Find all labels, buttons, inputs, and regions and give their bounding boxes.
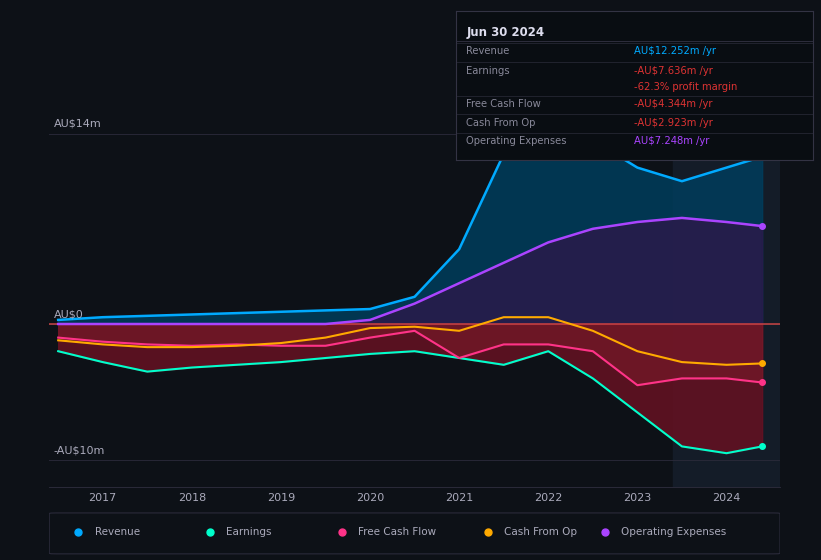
Text: Operating Expenses: Operating Expenses [466,136,566,146]
Text: AU$14m: AU$14m [53,119,102,129]
Text: -AU$10m: -AU$10m [53,445,105,455]
Text: AU$7.248m /yr: AU$7.248m /yr [635,136,709,146]
Text: -AU$7.636m /yr: -AU$7.636m /yr [635,66,713,76]
Text: Free Cash Flow: Free Cash Flow [466,99,541,109]
Text: -AU$4.344m /yr: -AU$4.344m /yr [635,99,713,109]
Text: AU$0: AU$0 [53,309,84,319]
Text: AU$12.252m /yr: AU$12.252m /yr [635,46,716,56]
Text: Operating Expenses: Operating Expenses [621,528,726,538]
Text: Revenue: Revenue [466,46,510,56]
FancyBboxPatch shape [49,513,780,554]
Text: Free Cash Flow: Free Cash Flow [358,528,436,538]
Text: Earnings: Earnings [466,66,510,76]
Text: -AU$2.923m /yr: -AU$2.923m /yr [635,118,713,128]
Text: Revenue: Revenue [94,528,140,538]
Text: Cash From Op: Cash From Op [466,118,536,128]
Text: -62.3% profit margin: -62.3% profit margin [635,82,737,92]
Text: Cash From Op: Cash From Op [504,528,576,538]
Bar [673,106,780,487]
Text: Earnings: Earnings [226,528,272,538]
Text: Jun 30 2024: Jun 30 2024 [466,26,544,39]
